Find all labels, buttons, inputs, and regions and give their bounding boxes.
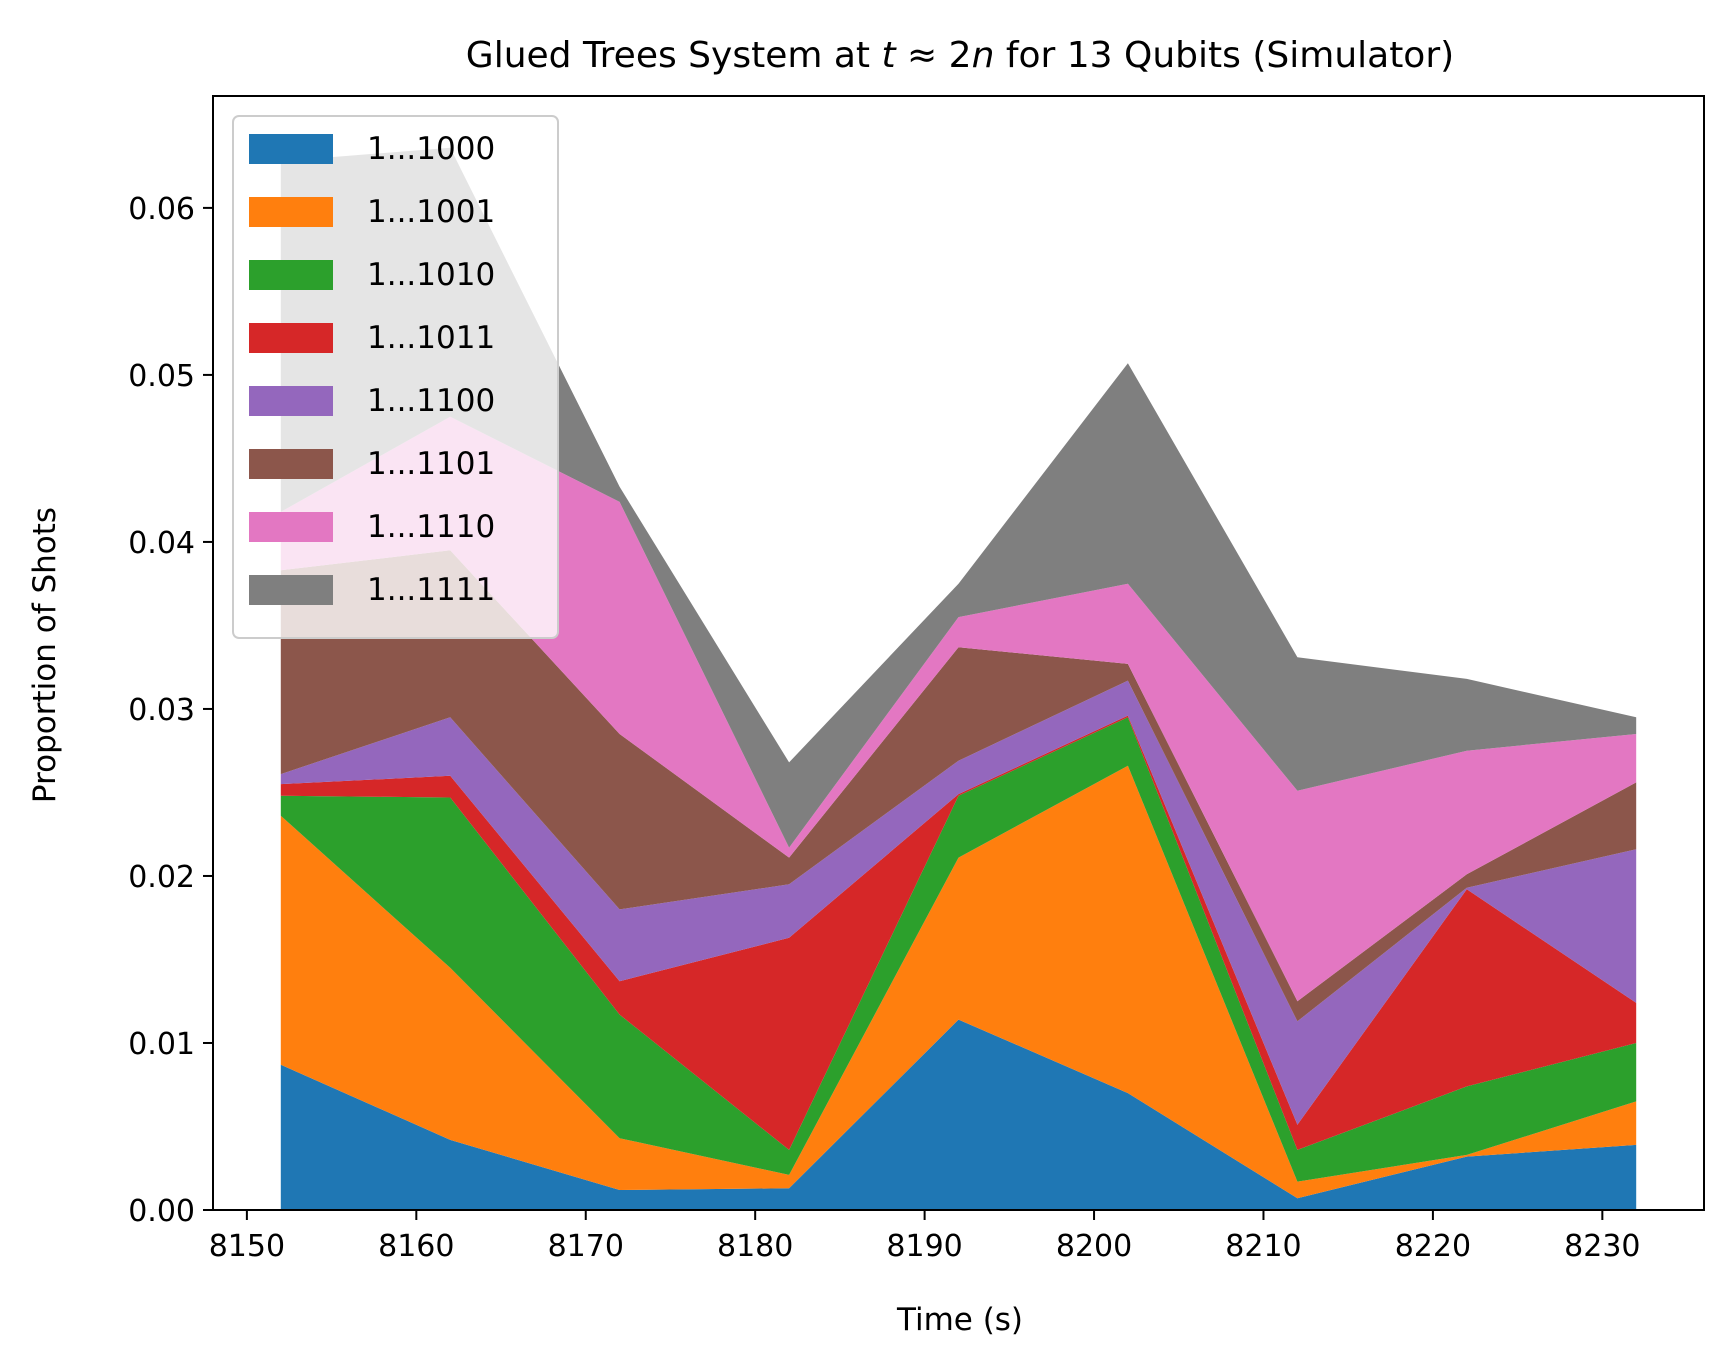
legend-swatch	[249, 575, 333, 605]
legend-label: 1...1111	[367, 572, 495, 608]
legend-label: 1...1010	[367, 257, 495, 293]
x-tick-label: 8220	[1395, 1229, 1471, 1264]
legend-swatch	[249, 512, 333, 542]
legend-label: 1...1100	[367, 383, 495, 419]
title-suffix: for 13 Qubits (Simulator)	[994, 35, 1454, 76]
title-math-mid: ≈ 2	[896, 35, 972, 76]
legend-label: 1...1101	[367, 446, 495, 482]
legend-swatch	[249, 449, 333, 479]
legend: 1...1000 1...1001 1...1010 1...1011 1...1100…	[232, 115, 559, 639]
chart-title: Glued Trees System at t ≈ 2n for 13 Qubi…	[466, 35, 1454, 76]
legend-swatch	[249, 260, 333, 290]
area-series-8	[280, 147, 1637, 848]
y-axis-label: Proportion of Shots	[27, 507, 63, 803]
area-series-1	[280, 1019, 1637, 1210]
title-math-n: n	[972, 35, 995, 76]
y-tick-label: 0.00	[128, 1194, 195, 1229]
legend-swatch	[249, 386, 333, 416]
legend-box	[232, 115, 559, 639]
title-math-t: t	[881, 35, 897, 76]
title-prefix: Glued Trees System at	[466, 35, 882, 76]
legend-label: 1...1110	[367, 509, 495, 545]
legend-label: 1...1000	[367, 131, 495, 167]
x-tick-label: 8160	[378, 1229, 454, 1264]
x-tick-label: 8180	[717, 1229, 793, 1264]
area-series-6	[280, 550, 1637, 1022]
legend-label: 1...1001	[367, 194, 495, 230]
axes-group	[212, 95, 1705, 1211]
x-tick-label: 8210	[1225, 1229, 1301, 1264]
area-series-2	[280, 765, 1637, 1199]
y-tick-label: 0.05	[128, 359, 195, 394]
x-tick-label: 8190	[886, 1229, 962, 1264]
area-series-3	[280, 717, 1637, 1182]
legend-swatch	[249, 134, 333, 164]
plot-frame	[212, 95, 1705, 1211]
y-tick-label: 0.03	[128, 693, 195, 728]
legend-swatch	[249, 323, 333, 353]
legend-label: 1...1011	[367, 320, 495, 356]
y-tick-label: 0.04	[128, 526, 195, 561]
x-axis-label: Time (s)	[896, 1302, 1023, 1338]
x-tick-label: 8170	[548, 1229, 624, 1264]
y-tick-label: 0.01	[128, 1027, 195, 1062]
y-tick-label: 0.06	[128, 192, 195, 227]
x-tick-label: 8200	[1056, 1229, 1132, 1264]
x-tick-label: 8150	[209, 1229, 285, 1264]
area-series-7	[280, 416, 1637, 1002]
area-series-5	[280, 680, 1637, 1125]
y-tick-label: 0.02	[128, 860, 195, 895]
ticks-group: 8150 8160 8170 8180 8190 8200 8210 8220 8230 0.00…	[128, 192, 1640, 1264]
x-tick-label: 8230	[1564, 1229, 1640, 1264]
area-series-group	[280, 147, 1637, 1210]
legend-swatch	[249, 197, 333, 227]
